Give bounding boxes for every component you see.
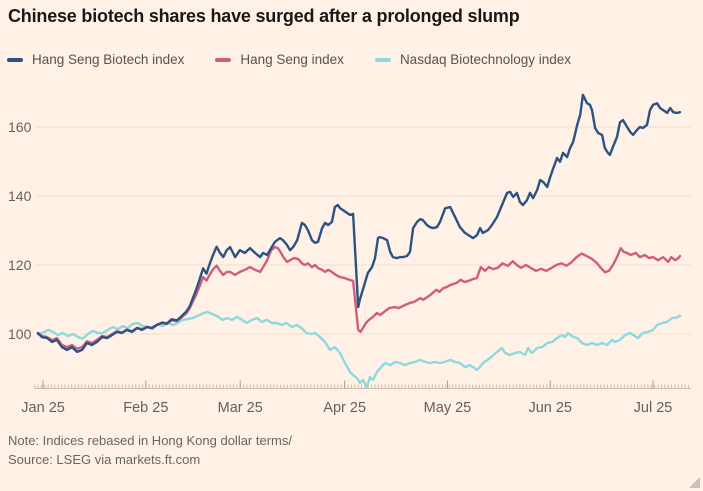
legend-item-hang-seng: Hang Seng index bbox=[215, 52, 344, 67]
x-tick-label: May 25 bbox=[424, 400, 472, 416]
y-tick-label: 160 bbox=[8, 119, 32, 135]
legend-label: Nasdaq Biotechnology index bbox=[399, 52, 572, 67]
x-tick-label: Jan 25 bbox=[21, 400, 65, 416]
x-tick-label: Feb 25 bbox=[123, 400, 168, 416]
legend-item-nasdaq-biotech: Nasdaq Biotechnology index bbox=[374, 52, 572, 67]
footer-note: Note: Indices rebased in Hong Kong dolla… bbox=[8, 433, 292, 448]
legend-swatch-icon bbox=[215, 57, 232, 62]
y-tick-label: 120 bbox=[8, 257, 32, 273]
chart-footer: Note: Indices rebased in Hong Kong dolla… bbox=[8, 431, 292, 469]
series-line-nasdaq-biotechnology-index bbox=[36, 310, 682, 389]
y-tick-label: 140 bbox=[8, 188, 32, 204]
legend-item-hang-seng-biotech: Hang Seng Biotech index bbox=[7, 52, 184, 67]
x-tick-label: Jul 25 bbox=[634, 400, 673, 416]
chart-title: Chinese biotech shares have surged after… bbox=[8, 6, 520, 26]
resize-handle-icon[interactable] bbox=[689, 477, 700, 488]
y-tick-label: 100 bbox=[8, 326, 32, 342]
legend-label: Hang Seng Biotech index bbox=[32, 52, 185, 67]
footer-source: Source: LSEG via markets.ft.com bbox=[8, 452, 201, 467]
legend-swatch-icon bbox=[374, 57, 391, 62]
legend-label: Hang Seng index bbox=[240, 52, 344, 67]
legend: Hang Seng Biotech index Hang Seng index … bbox=[7, 52, 571, 67]
series-line-hang-seng-biotech-index bbox=[36, 93, 682, 354]
legend-swatch-icon bbox=[7, 57, 23, 62]
x-tick-label: Apr 25 bbox=[323, 400, 366, 416]
x-tick-label: Jun 25 bbox=[528, 400, 572, 416]
x-tick-label: Mar 25 bbox=[218, 400, 263, 416]
